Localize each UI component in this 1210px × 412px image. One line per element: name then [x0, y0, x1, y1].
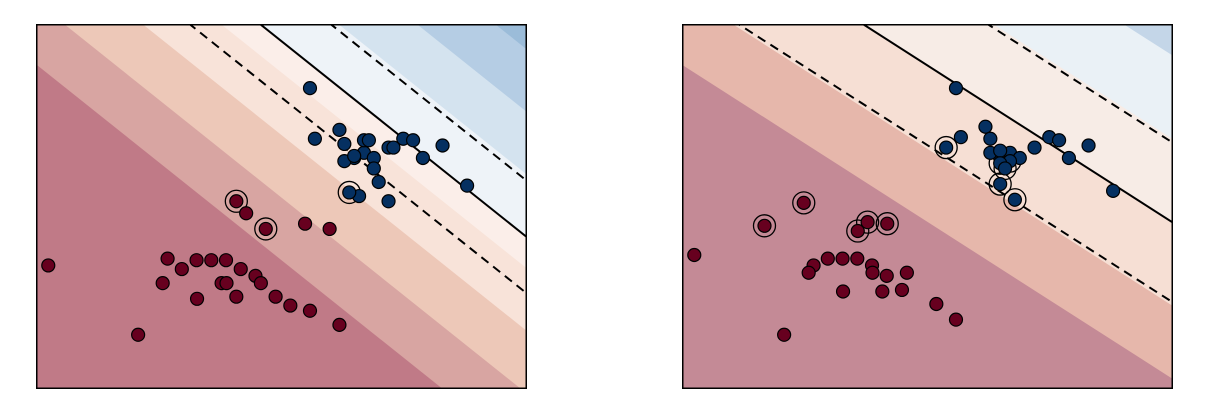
class-b-point: [1051, 133, 1067, 148]
decision-boundary-line: [860, 24, 1173, 224]
class-b-point: [459, 178, 475, 193]
class-a-point: [253, 276, 268, 291]
class-a-point: [297, 216, 313, 231]
class-b-support-point: [997, 161, 1013, 176]
class-b-point: [371, 174, 386, 190]
contour-band: [682, 64, 1173, 389]
class-b-support-point: [342, 185, 357, 200]
support-vector-ring: [855, 210, 880, 234]
support-vector-ring: [224, 189, 248, 213]
class-b-point: [415, 150, 431, 166]
class-b-point: [953, 130, 968, 145]
class-a-point: [283, 298, 298, 313]
class-a-support-point: [258, 221, 273, 237]
class-a-point: [160, 251, 175, 266]
class-a-point: [777, 327, 792, 342]
class-a-point: [233, 261, 248, 277]
class-b-point: [366, 161, 381, 176]
class-b-point: [1061, 150, 1077, 166]
class-a-point: [204, 253, 219, 268]
class-a-point: [219, 276, 234, 291]
class-b-point: [983, 131, 998, 146]
class-b-point: [1105, 183, 1121, 198]
class-b-point: [948, 81, 964, 96]
class-b-point: [347, 148, 362, 164]
class-a-support-point: [757, 218, 772, 233]
class-a-point: [865, 265, 880, 280]
class-b-point: [1027, 140, 1042, 155]
class-a-point: [268, 289, 283, 304]
class-b-point: [405, 133, 421, 148]
class-a-point: [875, 284, 890, 299]
class-b-support-point: [939, 140, 954, 155]
class-b-support-point: [993, 176, 1008, 192]
left-plot-svg: [36, 24, 527, 389]
support-vector-ring: [934, 135, 958, 160]
right-subplot: [682, 24, 1173, 389]
class-b-point: [993, 143, 1008, 158]
class-a-support-point: [850, 223, 865, 239]
class-a-point: [899, 265, 914, 280]
margin-line-lower: [736, 24, 1173, 304]
class-b-point: [361, 133, 376, 148]
class-a-point: [894, 282, 910, 298]
support-vector-ring: [792, 191, 816, 215]
axes-frame: [36, 24, 527, 389]
class-a-point: [131, 327, 146, 342]
class-a-point: [332, 317, 347, 332]
class-b-point: [332, 122, 347, 137]
support-vector-ring: [254, 217, 278, 241]
class-b-support-point: [1007, 192, 1022, 207]
class-a-point: [229, 289, 244, 304]
class-a-point: [929, 296, 944, 312]
class-a-support-point: [229, 194, 244, 209]
support-vector-ring: [846, 219, 870, 243]
class-a-point: [835, 284, 851, 299]
class-a-point: [850, 251, 865, 266]
class-a-point: [820, 251, 835, 266]
contour-band: [36, 64, 443, 389]
class-b-point: [435, 138, 450, 153]
class-b-point: [978, 119, 993, 134]
class-a-point: [948, 312, 964, 327]
margin-line-upper: [985, 24, 1173, 144]
class-a-point: [155, 276, 170, 291]
support-vector-ring: [875, 212, 899, 236]
class-a-point: [41, 258, 56, 273]
class-a-point: [835, 251, 850, 266]
class-a-point: [322, 221, 337, 237]
support-vector-ring: [1003, 188, 1027, 212]
class-a-point: [218, 253, 234, 268]
axes-frame: [682, 24, 1173, 389]
decision-boundary-line: [258, 24, 527, 239]
class-b-point: [337, 136, 352, 152]
class-a-point: [879, 268, 894, 283]
class-a-point: [239, 206, 254, 221]
class-a-support-point: [880, 216, 895, 231]
class-b-point: [307, 131, 322, 146]
right-plot-svg: [682, 24, 1173, 389]
support-vector-ring: [752, 214, 777, 238]
class-a-point: [801, 265, 816, 280]
class-a-point: [174, 261, 189, 277]
class-a-point: [189, 291, 205, 306]
class-a-point: [687, 247, 702, 263]
class-a-support-point: [860, 215, 875, 230]
class-b-point: [1081, 138, 1096, 153]
left-subplot: [36, 24, 527, 389]
class-a-point: [189, 253, 204, 268]
class-a-support-point: [796, 195, 811, 210]
class-a-point: [302, 303, 318, 318]
class-b-point: [302, 81, 318, 96]
class-b-point: [381, 194, 396, 209]
class-b-point: [386, 140, 401, 155]
